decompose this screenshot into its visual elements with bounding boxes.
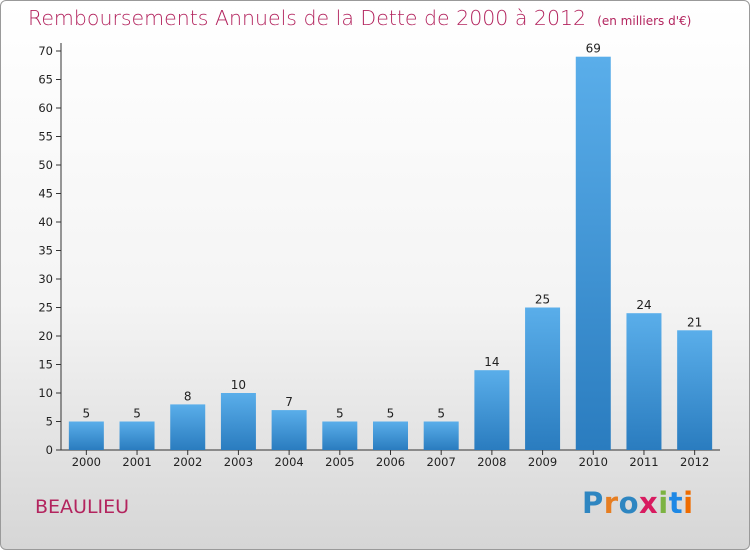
x-tick-label: 2004 (274, 455, 303, 469)
y-tick-label: 60 (38, 101, 53, 115)
x-tick-label: 2001 (122, 455, 151, 469)
bar (220, 393, 256, 450)
x-tick-label: 2002 (173, 455, 202, 469)
bar (322, 421, 358, 450)
data-label: 10 (231, 378, 246, 392)
data-label: 7 (285, 395, 293, 409)
logo-letter: x (639, 486, 659, 520)
x-tick-label: 2008 (477, 455, 506, 469)
bar (423, 421, 459, 450)
bar (68, 421, 104, 450)
logo-letter: t (668, 486, 684, 520)
y-tick-label: 15 (38, 358, 53, 372)
chart-title: Remboursements Annuels de la Dette de 20… (28, 6, 587, 30)
chart-bars (68, 56, 713, 450)
chart-unit: (en milliers d'€) (597, 14, 692, 28)
y-tick-label: 35 (38, 244, 53, 258)
y-tick-label: 0 (46, 443, 53, 457)
data-label: 8 (184, 389, 192, 403)
x-tick-label: 2011 (629, 455, 658, 469)
logo-letter: o (618, 486, 640, 520)
bar (525, 307, 561, 450)
bar (626, 313, 662, 450)
bar (677, 330, 713, 450)
y-tick-label: 45 (38, 187, 53, 201)
x-tick-label: 2005 (325, 455, 354, 469)
bar (271, 410, 307, 450)
data-label: 5 (387, 407, 395, 421)
data-label: 21 (687, 315, 702, 329)
bar (119, 421, 155, 450)
y-tick-label: 5 (46, 415, 53, 429)
data-label: 25 (535, 293, 550, 307)
data-label: 5 (83, 407, 91, 421)
y-tick-label: 65 (38, 73, 53, 87)
chart-title-block: Remboursements Annuels de la Dette de 20… (28, 6, 691, 30)
y-tick-label: 10 (38, 386, 53, 400)
x-tick-label: 2012 (680, 455, 709, 469)
y-tick-label: 70 (38, 44, 53, 58)
logo-letter: i (658, 486, 669, 520)
proxiti-logo: Proxiti (582, 486, 694, 520)
y-tick-label: 55 (38, 130, 53, 144)
x-tick-label: 2006 (376, 455, 405, 469)
y-tick-label: 30 (38, 272, 53, 286)
bar (373, 421, 408, 450)
x-tick-label: 2003 (224, 455, 253, 469)
commune-name: BEAULIEU (35, 496, 130, 518)
x-tick-label: 2007 (427, 455, 456, 469)
data-label: 5 (336, 407, 344, 421)
data-label: 24 (636, 298, 651, 312)
logo-letter: i (683, 486, 694, 520)
x-tick-label: 2010 (579, 455, 608, 469)
y-tick-label: 25 (38, 301, 53, 315)
x-tick-label: 2000 (72, 455, 101, 469)
x-tick-label: 2009 (528, 455, 557, 469)
data-label: 5 (133, 407, 141, 421)
logo-letter: r (603, 486, 619, 520)
bar (170, 404, 206, 450)
logo-letter: P (582, 486, 604, 520)
bar (474, 370, 510, 450)
data-label: 69 (586, 42, 601, 56)
data-label: 5 (437, 407, 445, 421)
bar (575, 56, 611, 450)
chart-labels: 5 5 8 10 7 5 5 5 14 25 69 24 21 (83, 42, 703, 421)
data-label: 14 (484, 355, 499, 369)
y-tick-label: 20 (38, 329, 53, 343)
y-tick-label: 50 (38, 158, 53, 172)
y-tick-label: 40 (38, 215, 53, 229)
